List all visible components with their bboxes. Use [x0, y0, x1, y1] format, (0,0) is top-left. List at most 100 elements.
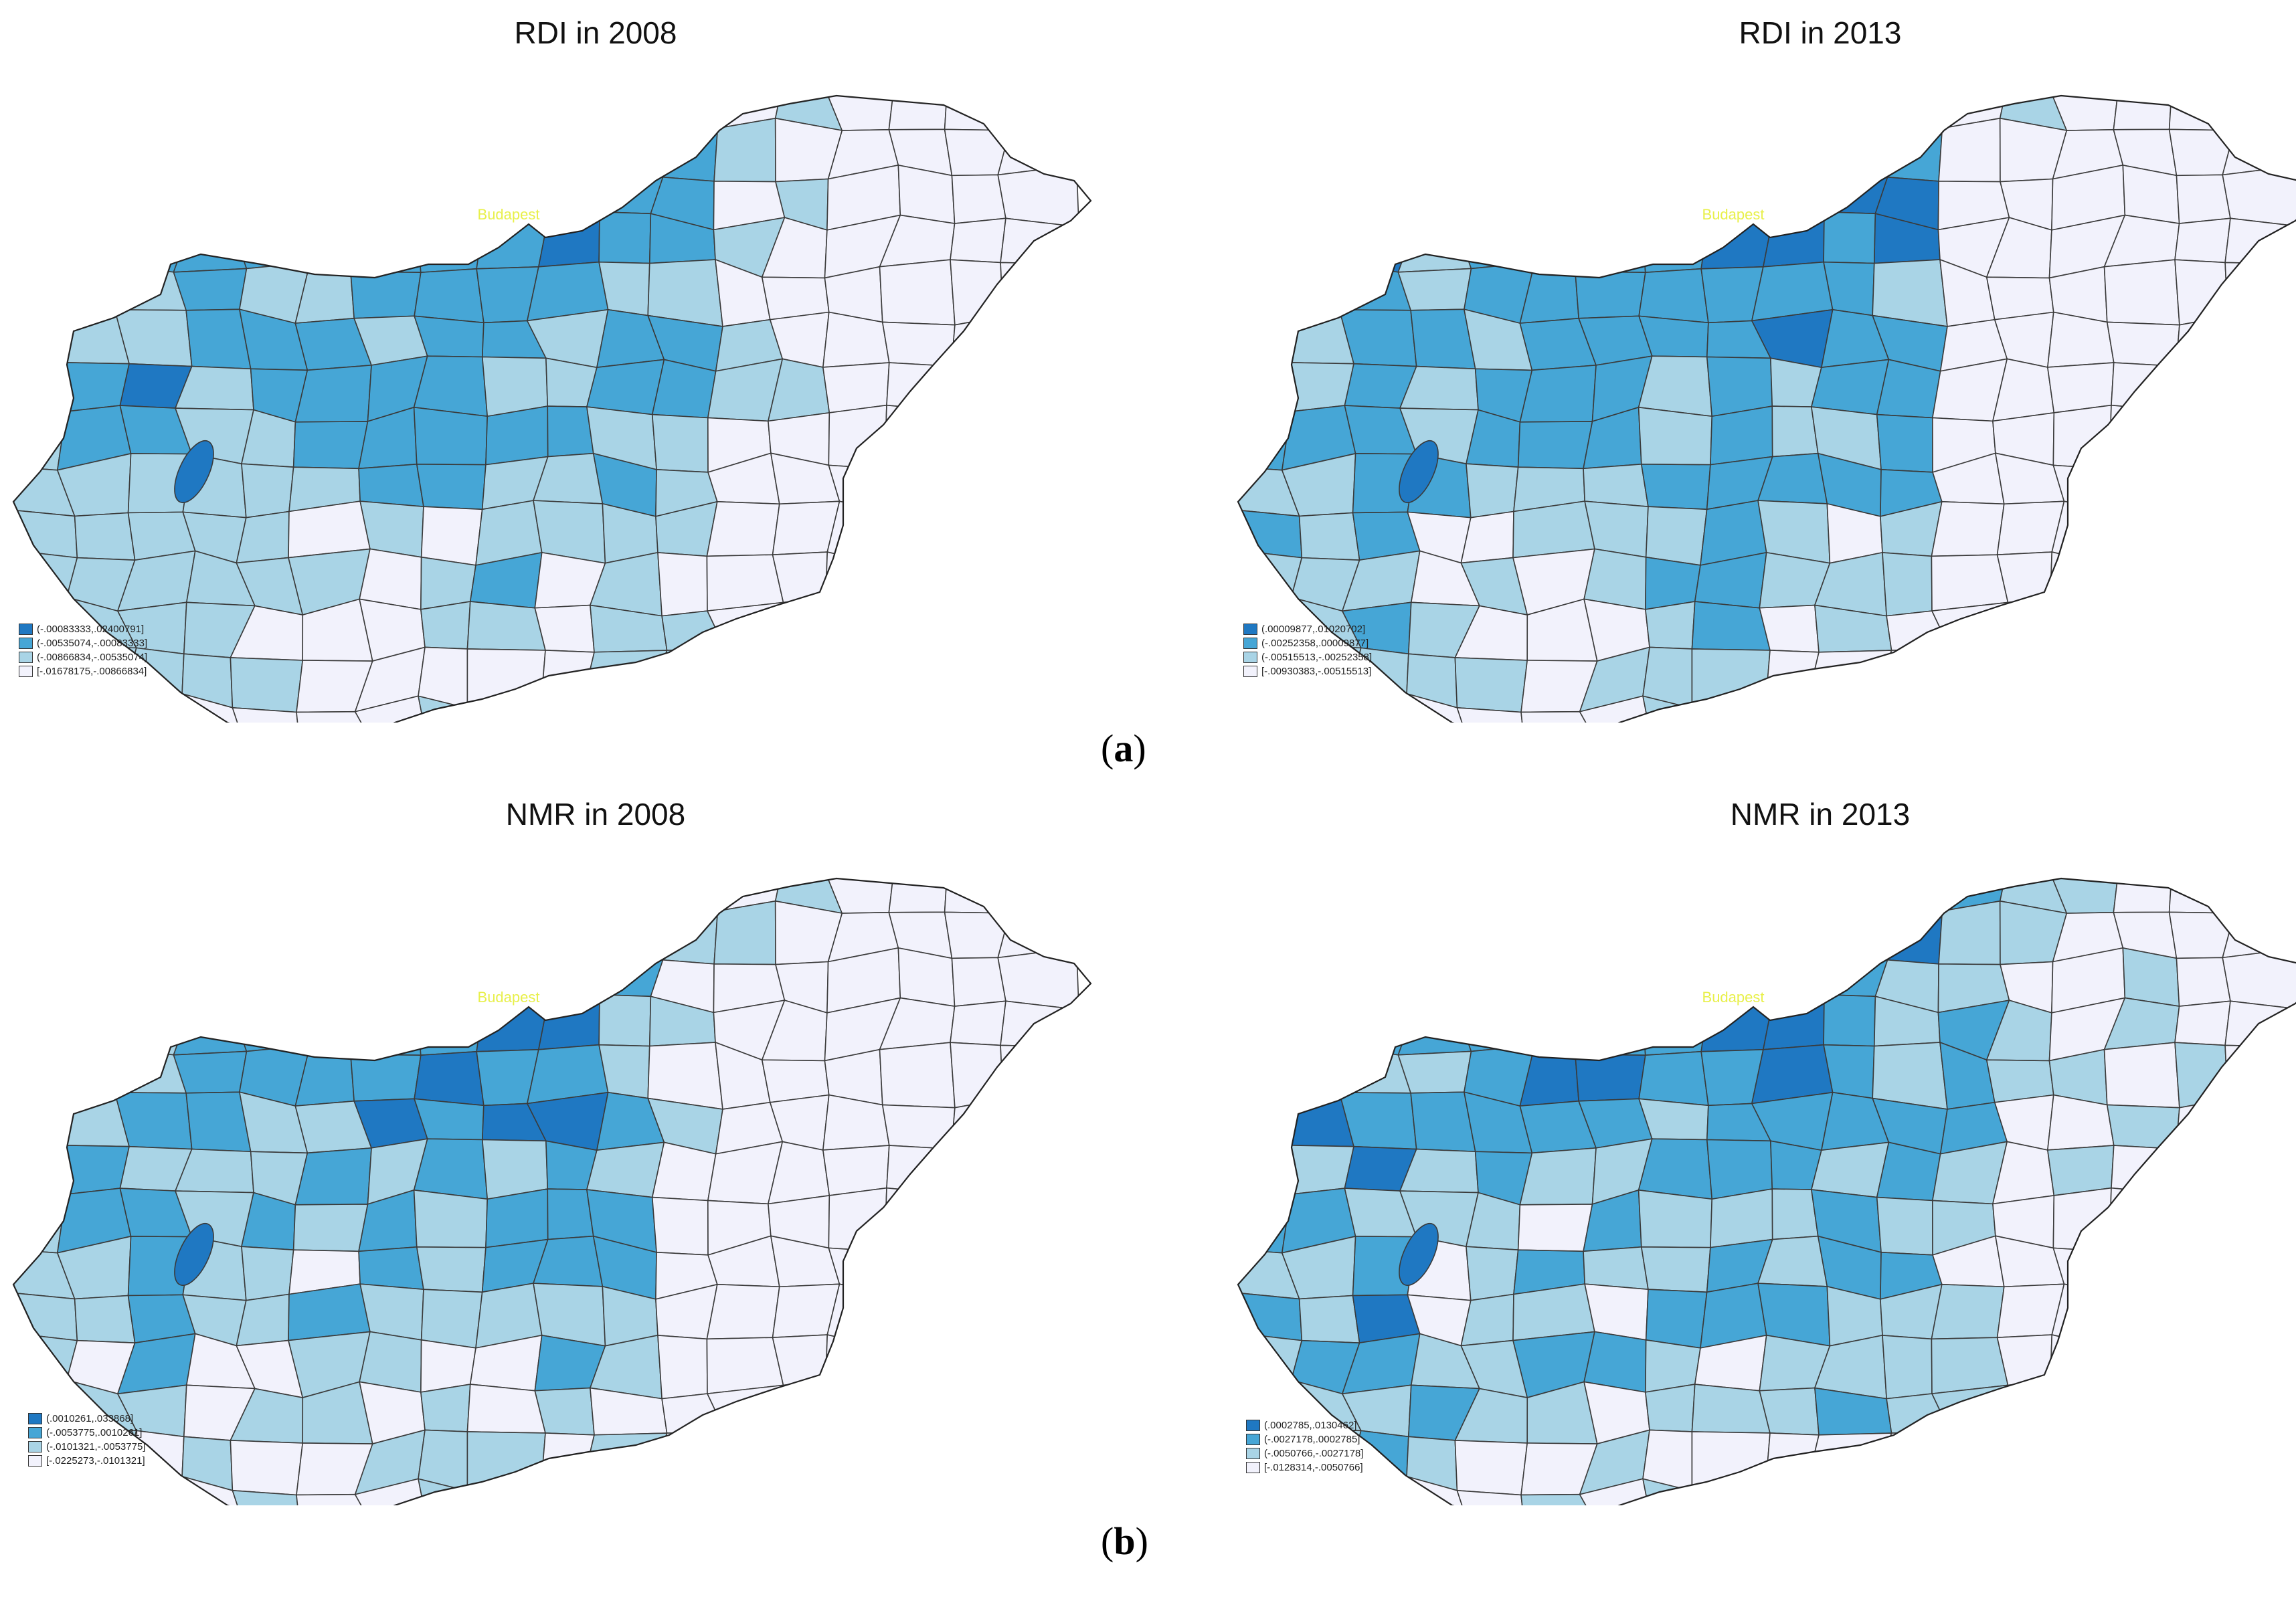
- district-region: [706, 500, 780, 557]
- district-region: [350, 998, 422, 1056]
- district-region: [1886, 908, 1943, 965]
- district-region: [780, 597, 837, 654]
- legend-swatch: [28, 1441, 42, 1452]
- district-region: [828, 404, 887, 470]
- district-region: [1873, 1431, 1951, 1493]
- district-region: [1454, 657, 1528, 713]
- district-region: [296, 711, 373, 723]
- district-region: [1645, 506, 1708, 566]
- legend-item: (.0010261,.033868]: [28, 1412, 145, 1426]
- district-region: [13, 1291, 78, 1341]
- city-label-budapest: Budapest: [478, 206, 540, 223]
- district-region: [1512, 500, 1595, 559]
- district-region: [2106, 321, 2180, 367]
- legend-swatch: [1243, 638, 1257, 649]
- district-region: [1876, 413, 1933, 473]
- district-region: [350, 1054, 422, 1102]
- district-region: [2168, 878, 2235, 914]
- legend-label: (-.00252358,.00009877]: [1261, 638, 1369, 649]
- district-region: [420, 1289, 483, 1349]
- district-region: [951, 174, 1006, 224]
- district-region: [358, 1246, 424, 1291]
- legend-item: (-.0053775,.0010261]: [28, 1426, 145, 1440]
- district-region: [2174, 217, 2231, 264]
- district-region: [997, 118, 1077, 176]
- district-region: [296, 1493, 373, 1505]
- district-region: [1931, 500, 2005, 557]
- district-region: [1807, 1432, 1892, 1487]
- legend-label: (-.0027178,.0002785]: [1264, 1434, 1360, 1445]
- district-region: [2174, 1000, 2231, 1046]
- district-region: [2176, 174, 2231, 224]
- district-region: [884, 1187, 949, 1252]
- district-region: [2050, 1334, 2121, 1397]
- district-region: [173, 225, 248, 273]
- district-region: [586, 359, 665, 415]
- district-region: [1456, 1489, 1526, 1505]
- district-region: [2222, 118, 2296, 176]
- district-region: [2224, 1000, 2296, 1048]
- district-region: [1456, 707, 1526, 723]
- district-region: [647, 259, 723, 327]
- district-region: [534, 1387, 595, 1436]
- district-region: [997, 947, 1079, 1011]
- district-region: [1810, 359, 1890, 415]
- district-region: [1807, 650, 1892, 704]
- district-region: [2103, 1042, 2180, 1109]
- district-region: [944, 878, 1010, 914]
- district-region: [294, 262, 355, 324]
- choropleth-map: Budapest: [12, 94, 1092, 723]
- district-region: [1691, 1384, 1771, 1434]
- legend-item: [-.0225273,-.0101321]: [28, 1454, 145, 1468]
- district-region: [1575, 1054, 1646, 1102]
- legend-label: (.0010261,.033868]: [46, 1413, 134, 1424]
- district-region: [1454, 1440, 1528, 1496]
- district-region: [1575, 215, 1646, 273]
- legend-swatch: [1246, 1434, 1260, 1445]
- country-outline: [12, 877, 1092, 1505]
- district-region: [294, 365, 372, 423]
- district-region: [2109, 404, 2174, 470]
- district-region: [1931, 1384, 2009, 1437]
- district-region: [2111, 362, 2177, 412]
- district-region: [416, 463, 487, 510]
- district-region: [547, 1188, 594, 1240]
- district-region: [173, 1050, 248, 1094]
- district-region: [414, 268, 484, 324]
- legend-label: (-.00535074,-.00083333]: [37, 638, 148, 649]
- district-region: [651, 1196, 709, 1256]
- city-label-budapest: Budapest: [1702, 989, 1765, 1006]
- district-region: [2051, 500, 2127, 569]
- district-region: [232, 1489, 302, 1505]
- district-region: [651, 413, 709, 473]
- legend-label: [-.0128314,-.0050766]: [1264, 1462, 1363, 1473]
- legend-item: (.0002785,.0130462]: [1246, 1418, 1363, 1432]
- district-region: [1638, 406, 1713, 466]
- legend-label: (-.0050766,-.0027178]: [1264, 1448, 1364, 1459]
- district-region: [648, 1431, 727, 1493]
- district-region: [1882, 1335, 1933, 1400]
- district-region: [1638, 1189, 1713, 1248]
- district-region: [825, 1334, 897, 1397]
- district-region: [1931, 601, 2009, 654]
- lake-region: [1399, 1222, 1439, 1287]
- district-region: [1520, 711, 1598, 723]
- legend-swatch: [1243, 624, 1257, 635]
- district-region: [1931, 1337, 2009, 1395]
- district-region: [74, 1295, 136, 1343]
- city-label-budapest: Budapest: [1702, 206, 1765, 223]
- district-region: [2175, 315, 2238, 369]
- legend-label: [-.0225273,-.0101321]: [46, 1455, 145, 1467]
- district-region: [780, 1380, 837, 1437]
- district-region: [354, 1478, 429, 1505]
- district-region: [997, 164, 1079, 228]
- district-region: [2224, 262, 2296, 328]
- district-region: [1397, 1050, 1472, 1094]
- district-region: [647, 1042, 723, 1110]
- district-region: [2109, 1187, 2174, 1252]
- district-region: [897, 164, 956, 225]
- map-title: NMR in 2013: [1730, 797, 1911, 832]
- district-region: [2176, 957, 2231, 1007]
- district-region: [583, 650, 668, 704]
- district-region: [74, 512, 136, 561]
